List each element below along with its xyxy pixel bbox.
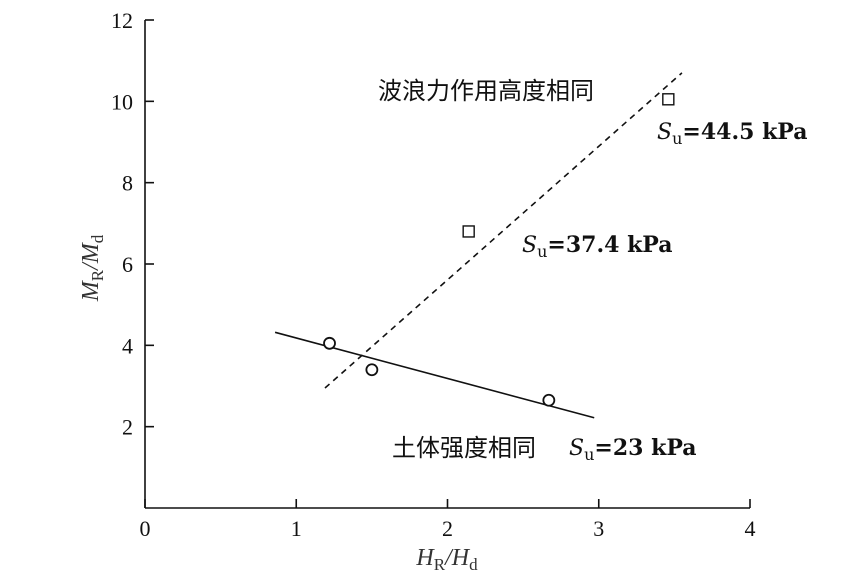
y-tick-label-12: 12 (111, 8, 133, 33)
y-tick-label-10: 10 (111, 89, 133, 114)
y-tick-label-6: 6 (122, 252, 133, 277)
x-axis-label-sub1: R (434, 555, 446, 574)
x-axis-label-sep: /H (443, 545, 471, 571)
su-23-subscript: u (584, 445, 594, 464)
su-23-symbol: S (569, 436, 584, 461)
x-axis-label-sub2: d (469, 555, 478, 574)
square-marker-0 (462, 225, 475, 238)
x-tick-label-1: 1 (291, 516, 302, 541)
x-axis-label-main: H (415, 545, 435, 571)
y-axis-label-sub1: R (88, 269, 107, 281)
su-44-5-value: =44.5 kPa (682, 119, 807, 145)
x-axis-label: HR/Hd (415, 545, 478, 574)
su-44-5-subscript: u (672, 129, 682, 148)
y-tick-label-8: 8 (122, 171, 133, 196)
square-marker-1 (662, 93, 675, 106)
su-37-4-symbol: S (522, 233, 537, 258)
circle-marker-0 (323, 336, 336, 350)
y-axis-label: MR/Md (78, 234, 107, 302)
annotation-su-44-5: Su=44.5 kPa (657, 119, 808, 148)
trendline-dashed-0 (324, 72, 683, 389)
su-44-5-symbol: S (657, 120, 672, 145)
annotation-su-23: Su=23 kPa (569, 435, 697, 464)
x-tick-label-2: 2 (442, 516, 453, 541)
circle-marker-1 (365, 363, 379, 377)
y-tick-label-2: 2 (122, 415, 133, 440)
y-axis-label-sep: /M (78, 241, 104, 272)
markers (323, 93, 675, 407)
x-tick-label-3: 3 (593, 516, 604, 541)
annotation-su-37-4: Su=37.4 kPa (522, 232, 673, 261)
y-axis-label-main: M (78, 279, 104, 302)
su-37-4-value: =37.4 kPa (547, 232, 672, 258)
annotation-wave-force-same: 波浪力作用高度相同 (378, 77, 594, 105)
circle-marker-2 (542, 393, 556, 407)
annotation-soil-strength-same: 土体强度相同 (392, 434, 536, 462)
su-37-4-subscript: u (537, 242, 547, 261)
su-23-value: =23 kPa (594, 435, 696, 461)
x-tick-label-0: 0 (140, 516, 151, 541)
y-tick-label-4: 4 (122, 333, 133, 358)
y-axis-label-sub2: d (88, 234, 107, 243)
x-tick-label-4: 4 (745, 516, 756, 541)
